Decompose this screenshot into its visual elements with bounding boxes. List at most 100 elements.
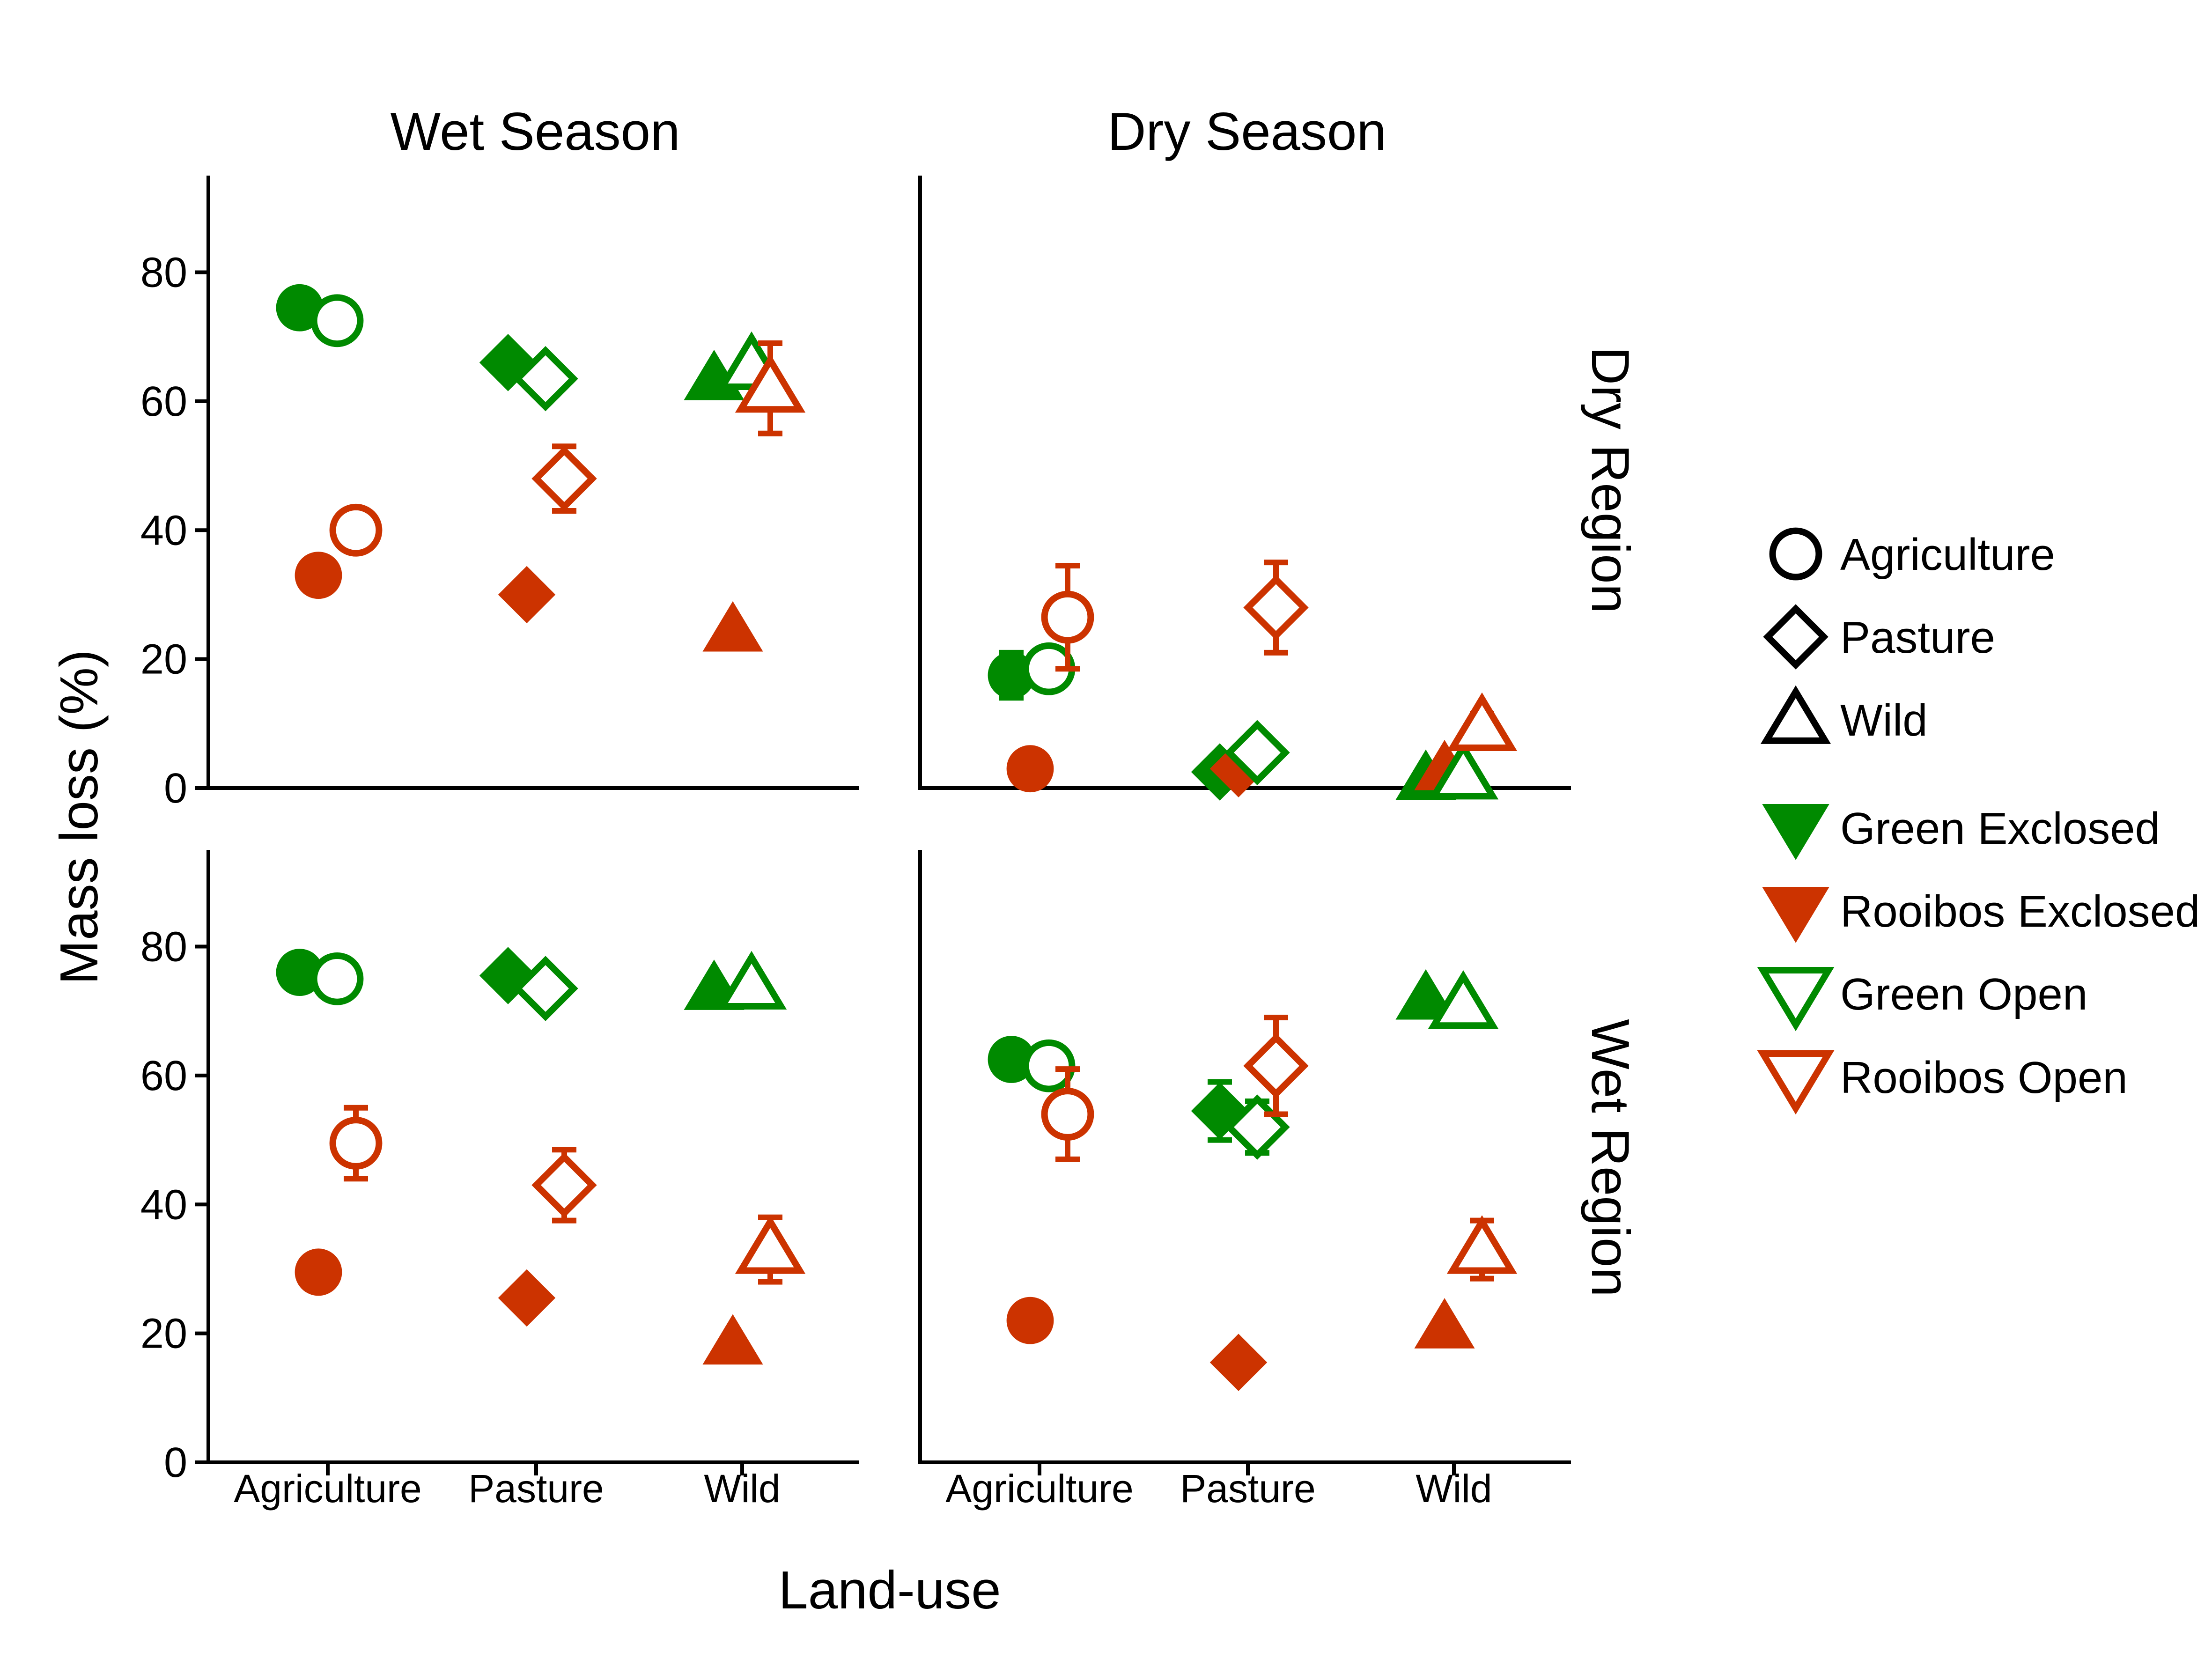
point-rooibos-open-pasture [1243,560,1309,656]
point-rooibos-exclosed-pasture [1209,1334,1268,1391]
y-tick-label: 80 [140,250,187,296]
point-green-open-agriculture [1022,642,1076,695]
marker-rooibos-open-wild [1446,1215,1518,1274]
y-tick-label: 60 [140,1053,187,1099]
point-green-open-agriculture [310,952,364,1005]
point-rooibos-open-wild [735,1214,806,1285]
y-tick-label: 60 [140,378,187,425]
panel-dry-season-wet-region: Agriculture Pasture Wild [918,850,1571,1511]
point-rooibos-open-wild [1446,1215,1518,1282]
legend-label: Green Exclosed [1840,804,2160,854]
x-tick-label: Agriculture [945,1467,1134,1511]
marker-rooibos-exclosed-wild [702,601,763,652]
point-green-open-agriculture [1022,1039,1076,1092]
marker-rooibos-exclosed-agriculture [295,552,342,599]
marker-rooibos-open-pasture [531,446,597,511]
marker-rooibos-open-agriculture [1041,1088,1094,1141]
point-rooibos-open-wild [1446,692,1518,752]
column-title-wet-season: Wet Season [391,102,680,162]
point-rooibos-open-pasture [531,443,597,514]
y-tick-label: 0 [164,765,187,812]
marker-green-exclosed-wild [1395,969,1456,1020]
marker-rooibos-open-pasture [1243,1033,1309,1099]
y-tick-label: 40 [140,507,187,554]
x-tick-label: Pasture [468,1467,604,1511]
x-tick-label: Pasture [1180,1467,1316,1511]
point-rooibos-exclosed-agriculture [1006,1297,1054,1344]
marker-rooibos-exclosed-pasture [1209,1334,1268,1391]
marker-rooibos-exclosed-pasture [498,566,556,624]
marker-rooibos-open-agriculture [329,503,383,557]
point-rooibos-open-pasture [1243,1014,1309,1117]
legend-label: Green Open [1840,969,2087,1019]
x-tick-label: Wild [1416,1467,1492,1511]
y-tick-label: 80 [140,924,187,971]
point-rooibos-exclosed-pasture [498,1269,556,1327]
point-rooibos-open-pasture [531,1147,597,1224]
marker-rooibos-exclosed-wild [702,1314,763,1365]
legend-label: Agriculture [1840,530,2055,580]
legend-item-rooibos-open: Rooibos Open [1757,1050,2128,1115]
point-rooibos-exclosed-wild [702,1314,763,1365]
marker-green-open-pasture [513,956,578,1021]
point-rooibos-open-agriculture [329,1105,383,1182]
legend-key-green-open [1757,966,1835,1032]
marker-rooibos-open-pasture [1243,575,1309,641]
legend-item-green-open: Green Open [1757,966,2087,1032]
point-green-open-wild [1428,970,1499,1029]
point-rooibos-open-agriculture [329,503,383,557]
point-rooibos-exclosed-agriculture [295,552,342,599]
point-rooibos-open-agriculture [1041,1066,1094,1162]
point-green-exclosed-wild [1395,969,1456,1020]
marker-rooibos-open-wild [735,354,806,413]
legend-label: Rooibos Open [1840,1053,2128,1103]
legend-item-pasture: Pasture [1763,604,1995,670]
marker-green-open-wild [1428,741,1499,800]
legend-label: Pasture [1840,612,1995,663]
column-title-dry-season: Dry Season [1107,102,1386,162]
point-green-open-pasture [1224,720,1290,785]
point-green-open-pasture [1224,1094,1290,1160]
point-green-open-pasture [513,346,578,412]
y-axis-title: Mass loss (%) [50,649,109,985]
marker-green-open-agriculture [1022,1039,1076,1092]
legend-label: Rooibos Exclosed [1840,886,2200,936]
panel-dry-season-dry-region [918,176,1571,801]
point-rooibos-exclosed-agriculture [1006,745,1054,793]
legend-key-wild [1760,685,1831,744]
y-tick-label: 20 [140,1311,187,1357]
marker-rooibos-open-agriculture [1041,590,1094,644]
legend-item-rooibos-exclosed: Rooibos Exclosed [1762,886,2200,943]
legend-key-agriculture [1769,527,1822,581]
marker-rooibos-open-wild [1446,692,1518,752]
marker-green-open-agriculture [310,294,364,347]
point-green-open-agriculture [310,294,364,347]
legend-item-agriculture: Agriculture [1769,527,2055,581]
marker-rooibos-exclosed-agriculture [1006,1297,1054,1344]
legend-key-green-exclosed [1762,804,1829,860]
y-tick-label: 40 [140,1181,187,1228]
legend-item-wild: Wild [1760,685,1928,745]
marker-green-open-pasture [1224,1094,1290,1160]
legend-item-green-exclosed: Green Exclosed [1762,804,2160,860]
point-green-open-pasture [513,956,578,1021]
marker-rooibos-exclosed-pasture [498,1269,556,1327]
point-rooibos-exclosed-pasture [498,566,556,624]
point-rooibos-open-agriculture [1041,562,1094,672]
y-tick-label: 20 [140,636,187,683]
point-rooibos-open-wild [735,340,806,436]
panels: 0 20 40 60 80 0 20 40 60 80 Agriculture Pasture Wild… [140,176,1571,1511]
marker-rooibos-exclosed-agriculture [295,1248,342,1296]
marker-green-open-wild [1428,970,1499,1029]
y-tick-label: 0 [164,1439,187,1486]
row-label-dry-region: Dry Region [1580,347,1640,613]
legend-key-rooibos-open [1757,1050,1835,1115]
point-rooibos-exclosed-agriculture [295,1248,342,1296]
point-rooibos-exclosed-wild [1414,1298,1475,1349]
panel-wet-season-wet-region: 0 20 40 60 80 Agriculture Pasture Wild [140,850,859,1511]
marker-rooibos-open-wild [735,1215,806,1274]
point-green-open-wild [1428,741,1499,800]
row-label-wet-region: Wet Region [1580,1019,1640,1297]
marker-green-open-pasture [1224,720,1290,785]
